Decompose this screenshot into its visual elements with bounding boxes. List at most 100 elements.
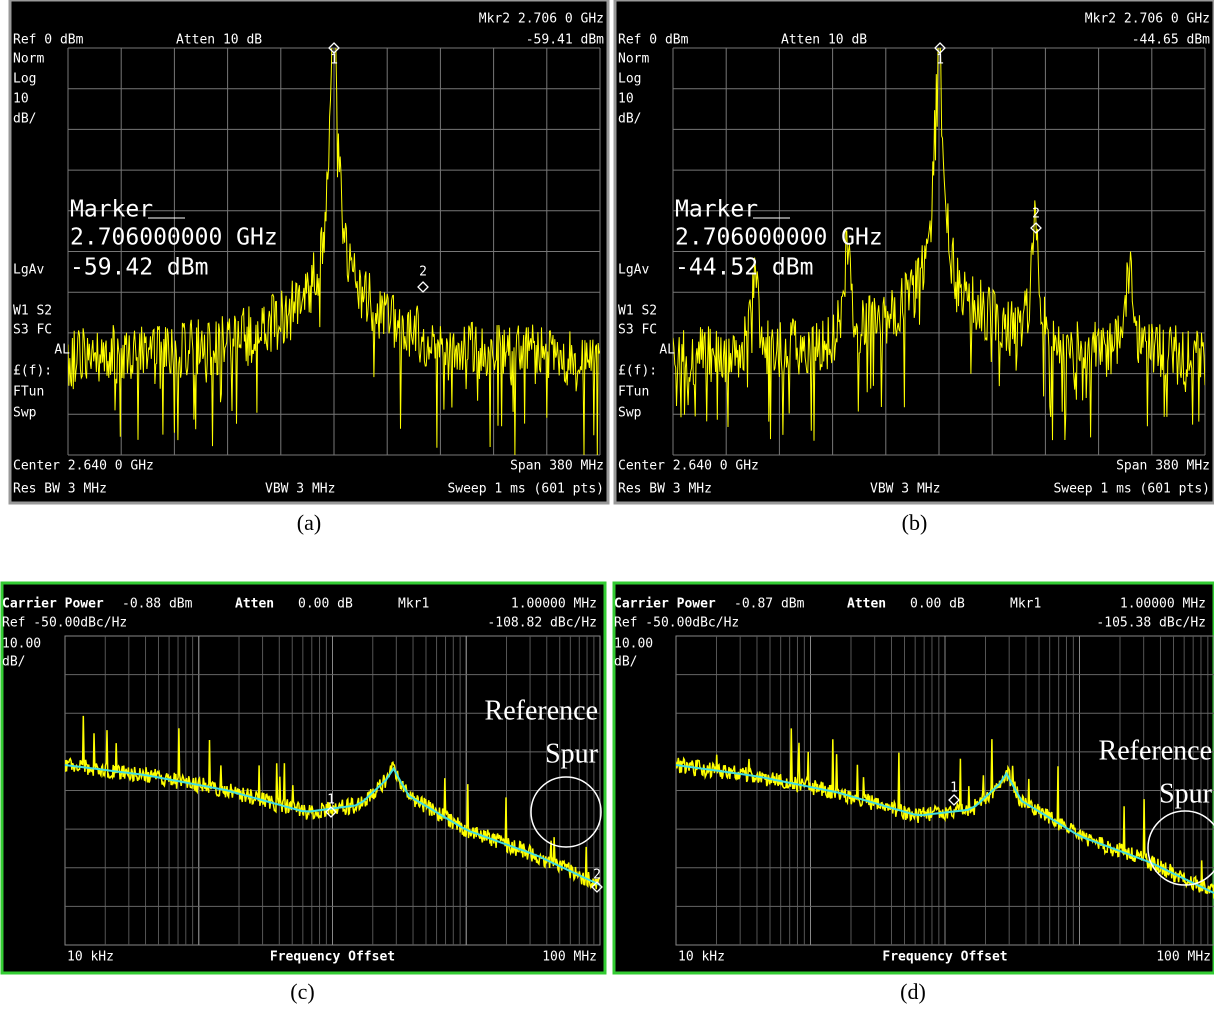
- annotation: Spur: [545, 738, 599, 769]
- marker-number: 2: [1032, 207, 1040, 222]
- res-bw: Res BW 3 MHz: [618, 482, 712, 497]
- reference-level: Ref 0 dBm: [13, 33, 84, 48]
- carrier-label: Carrier Power: [2, 597, 104, 612]
- side-label: Swp: [618, 406, 642, 421]
- scale-label: dB/: [2, 655, 25, 670]
- side-label: W1 S2: [618, 304, 657, 319]
- side-label: FTun: [13, 385, 44, 400]
- marker-value: -59.41 dBm: [526, 33, 604, 48]
- atten-label: Atten: [235, 597, 274, 612]
- atten-value: 0.00 dB: [910, 597, 965, 612]
- side-label: S3 FC: [618, 323, 657, 338]
- marker-freq: 1.00000 MHz: [1120, 597, 1206, 612]
- caption: (c): [290, 979, 314, 1004]
- marker-number: 1: [327, 793, 335, 808]
- trace: [673, 48, 1205, 441]
- marker-readout: Mkr2 2.706 0 GHz: [479, 12, 604, 27]
- vbw: VBW 3 MHz: [265, 482, 335, 497]
- annotation: Reference: [485, 695, 598, 726]
- marker-text: -59.42 dBm: [70, 255, 208, 281]
- side-label: LgAv: [13, 263, 44, 278]
- marker-value: -44.65 dBm: [1132, 33, 1210, 48]
- attenuation: Atten 10 dB: [176, 33, 262, 48]
- annotation-circle: [1147, 810, 1214, 886]
- marker-readout: Mkr2 2.706 0 GHz: [1085, 12, 1210, 27]
- side-label: Norm: [13, 52, 44, 67]
- marker-number: 1: [330, 53, 338, 68]
- marker-diamond: [948, 794, 960, 806]
- marker-diamond: [328, 42, 340, 54]
- span: Span 380 MHz: [510, 459, 604, 474]
- trace: [68, 48, 600, 455]
- side-label: AL: [54, 343, 70, 358]
- side-label: dB/: [618, 112, 641, 127]
- marker-text: Marker: [675, 197, 758, 223]
- marker-text: -44.52 dBm: [675, 255, 813, 281]
- carrier-value: -0.87 dBm: [734, 597, 805, 612]
- screen: [0, 581, 607, 975]
- side-label: LgAv: [618, 263, 649, 278]
- x-end: 100 MHz: [1156, 950, 1211, 965]
- annotation-circle: [530, 776, 602, 848]
- side-label: FTun: [618, 385, 649, 400]
- marker-diamond: [934, 42, 946, 54]
- center-freq: Center 2.640 0 GHz: [13, 459, 154, 474]
- x-start: 10 kHz: [67, 950, 114, 965]
- marker-readout: Mkr1: [1010, 597, 1041, 612]
- marker-readout: Mkr1: [398, 597, 429, 612]
- marker-diamond: [417, 281, 429, 293]
- scale-label: 10.00: [614, 637, 653, 652]
- marker-text: 2.706000000 GHz: [675, 225, 883, 251]
- side-label: 10: [618, 92, 634, 107]
- scale-label: dB/: [614, 655, 637, 670]
- side-label: Norm: [618, 52, 649, 67]
- reference-level: Ref 0 dBm: [618, 33, 689, 48]
- side-label: dB/: [13, 112, 36, 127]
- reference-level: Ref -50.00dBc/Hz: [614, 616, 739, 631]
- side-label: 10: [13, 92, 29, 107]
- annotation: Reference: [1099, 735, 1212, 766]
- trace: [676, 728, 1214, 899]
- scale-label: 10.00: [2, 637, 41, 652]
- side-label: AL: [659, 343, 675, 358]
- marker-diamond: [591, 881, 603, 893]
- marker-number: 2: [419, 265, 427, 280]
- carrier-label: Carrier Power: [614, 597, 716, 612]
- marker-diamond: [325, 806, 337, 818]
- atten-label: Atten: [847, 597, 886, 612]
- side-label: £(f):: [13, 364, 52, 379]
- center-freq: Center 2.640 0 GHz: [618, 459, 759, 474]
- side-label: Swp: [13, 406, 37, 421]
- marker-value: -105.38 dBc/Hz: [1096, 616, 1206, 631]
- marker-number: 1: [936, 53, 944, 68]
- attenuation: Atten 10 dB: [781, 33, 867, 48]
- marker-number: 2: [593, 868, 601, 883]
- span: Span 380 MHz: [1116, 459, 1210, 474]
- side-label: W1 S2: [13, 304, 52, 319]
- side-label: S3 FC: [13, 323, 52, 338]
- screen: [612, 581, 1214, 975]
- side-label: £(f):: [618, 364, 657, 379]
- marker-text: Marker: [70, 197, 153, 223]
- x-label: Frequency Offset: [270, 950, 395, 965]
- vbw: VBW 3 MHz: [870, 482, 940, 497]
- x-end: 100 MHz: [542, 950, 597, 965]
- marker-number: 1: [950, 781, 958, 796]
- caption: (b): [902, 510, 928, 535]
- annotation: Spur: [1159, 778, 1213, 809]
- marker-diamond: [1030, 222, 1042, 234]
- marker-text: 2.706000000 GHz: [70, 225, 278, 251]
- atten-value: 0.00 dB: [298, 597, 353, 612]
- reference-level: Ref -50.00dBc/Hz: [2, 616, 127, 631]
- marker-value: -108.82 dBc/Hz: [487, 616, 597, 631]
- sweep: Sweep 1 ms (601 pts): [1053, 482, 1210, 497]
- x-start: 10 kHz: [678, 950, 725, 965]
- caption: (d): [900, 979, 926, 1004]
- smoothed-trace: [676, 764, 1214, 894]
- res-bw: Res BW 3 MHz: [13, 482, 107, 497]
- carrier-value: -0.88 dBm: [122, 597, 193, 612]
- marker-freq: 1.00000 MHz: [511, 597, 597, 612]
- side-label: Log: [13, 72, 36, 87]
